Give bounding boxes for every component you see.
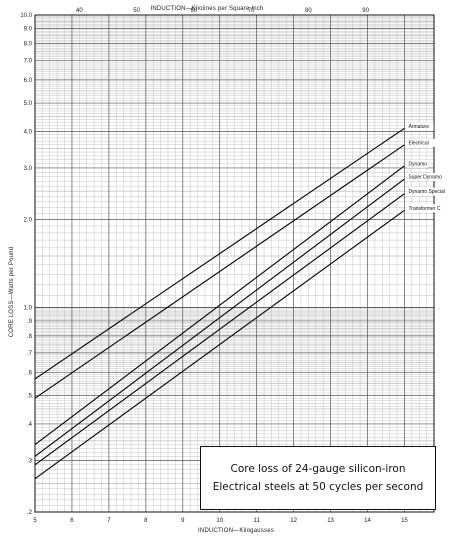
series-label-bg-electrical xyxy=(406,138,440,147)
x-bottom-tick-label: 10 xyxy=(216,518,223,524)
x-top-axis-title: INDUCTION—Kilolines per Square Inch xyxy=(150,6,263,12)
series-label-bg-armature xyxy=(406,122,434,131)
annotation-line-1: Core loss of 24-gauge silicon-iron xyxy=(230,463,406,475)
series-line-dynamo-special xyxy=(34,193,405,466)
y-tick-label: .9 xyxy=(27,319,33,325)
x-bottom-tick-label: 13 xyxy=(327,518,334,524)
y-tick-label: .7 xyxy=(27,351,33,357)
annotation-box: Core loss of 24-gauge silicon-iron Elect… xyxy=(200,446,436,510)
y-tick-label: 10.0 xyxy=(20,13,32,19)
y-tick-label: 1.0 xyxy=(24,306,33,312)
series-label-armature: Armature xyxy=(408,124,429,130)
series-line-dynamo xyxy=(34,165,405,446)
series-line-electrical xyxy=(34,144,405,399)
x-top-tick-labels: 40 50 60 70 80 90 xyxy=(76,8,370,14)
x-bottom-axis-title: INDUCTION—Kilogausses xyxy=(198,528,274,534)
x-bottom-tick-label: 9 xyxy=(181,518,185,524)
series-label-dynamo-special: Dynamo Special xyxy=(408,189,444,195)
y-tick-label: .2 xyxy=(27,510,33,516)
x-bottom-tick-label: 12 xyxy=(290,518,297,524)
x-top-tick-label: 90 xyxy=(362,8,369,14)
y-tick-label: .3 xyxy=(27,458,33,464)
y-tick-labels: 10.0 9.0 8.0 7.0 6.0 5.0 4.0 3.0 2.0 1.0 .9 .8 .7 .6.… xyxy=(20,13,32,516)
series-label-electrical: Electrical xyxy=(408,140,428,146)
minor-grid xyxy=(35,15,435,512)
x-bottom-tick-label: 8 xyxy=(144,518,148,524)
series-label-bg-dynamo xyxy=(406,159,428,168)
x-bottom-tick-label: 11 xyxy=(254,518,261,524)
y-tick-label: 3.0 xyxy=(24,166,33,172)
series-label-bg-dynamo-special xyxy=(406,187,452,196)
y-tick-label: 2.0 xyxy=(24,217,33,223)
series-label-bg-super-dynamo xyxy=(406,173,446,182)
y-tick-label: .6 xyxy=(27,370,33,376)
annotation-line-2: Electrical steels at 50 cycles per secon… xyxy=(212,481,424,493)
series-line-armature xyxy=(34,127,405,380)
series-label-layer: Armature Electrical Dynamo Super Dynamo Dyna… xyxy=(406,122,452,213)
x-bottom-tick-label: 7 xyxy=(107,518,111,524)
x-bottom-tick-labels: 5 6 7 8 9 10 11 12 13 14 15 xyxy=(33,518,408,524)
y-tick-label: 7.0 xyxy=(24,58,33,64)
x-bottom-tick-label: 14 xyxy=(364,518,371,524)
x-top-tick-label: 60 xyxy=(191,8,198,14)
x-top-tick-label: 80 xyxy=(305,8,312,14)
x-bottom-tick-label: 5 xyxy=(33,518,37,524)
series-label-transformer-c: Transformer C xyxy=(408,206,440,212)
y-tick-label: 9.0 xyxy=(24,26,33,32)
plot-frame xyxy=(34,14,435,513)
series-label-bg-transformer-c xyxy=(406,204,449,213)
y-tick-label: 6.0 xyxy=(24,78,33,84)
x-top-tick-label: 70 xyxy=(248,8,255,14)
y-axis-title: CORE LOSS—Watts per Pound xyxy=(9,247,15,337)
y-tick-label: 5.0 xyxy=(24,101,33,107)
series-line-super-dynamo xyxy=(34,178,405,457)
series-label-dynamo: Dynamo xyxy=(408,161,427,167)
x-top-tick-label: 50 xyxy=(133,8,140,14)
y-tick-label: .5 xyxy=(27,394,33,400)
y-tick-label: .8 xyxy=(27,334,33,340)
y-tick-label: .4 xyxy=(27,422,33,428)
y-tick-label: 4.0 xyxy=(24,129,33,135)
y-tick-label: 8.0 xyxy=(24,41,33,47)
series-label-super-dynamo: Super Dynamo xyxy=(408,175,442,181)
x-bottom-tick-label: 15 xyxy=(401,518,408,524)
series-line-transformer-c xyxy=(34,209,405,480)
series-layer xyxy=(34,127,405,480)
x-bottom-tick-label: 6 xyxy=(70,518,74,524)
x-top-tick-label: 40 xyxy=(76,8,83,14)
